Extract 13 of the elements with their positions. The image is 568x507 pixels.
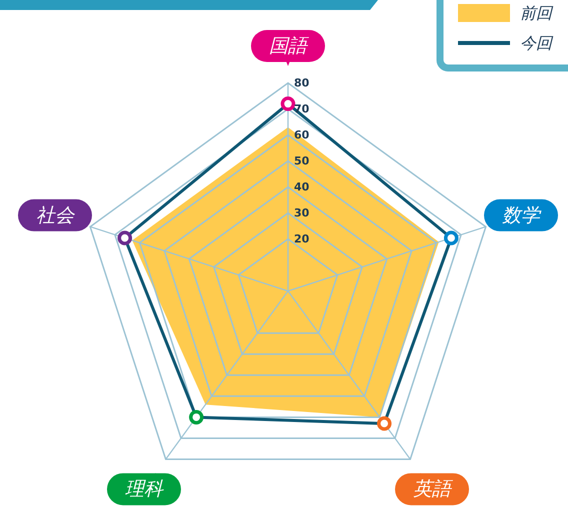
y-tick-label: 20 [294, 232, 310, 246]
legend-label: 前回 [520, 4, 554, 22]
y-tick-label: 30 [294, 206, 310, 220]
spoke-label: 数学 [502, 204, 542, 226]
y-tick-label: 50 [294, 154, 310, 168]
y-tick-label: 70 [294, 102, 310, 116]
y-tick-label: 40 [294, 180, 310, 194]
spoke-label: 国語 [269, 35, 309, 57]
spoke-label: 英語 [413, 478, 454, 500]
spoke-label: 社会 [36, 204, 76, 226]
y-tick-label: 80 [294, 76, 310, 90]
spoke-label: 理科 [124, 478, 164, 500]
legend-label: 今回 [520, 34, 554, 52]
